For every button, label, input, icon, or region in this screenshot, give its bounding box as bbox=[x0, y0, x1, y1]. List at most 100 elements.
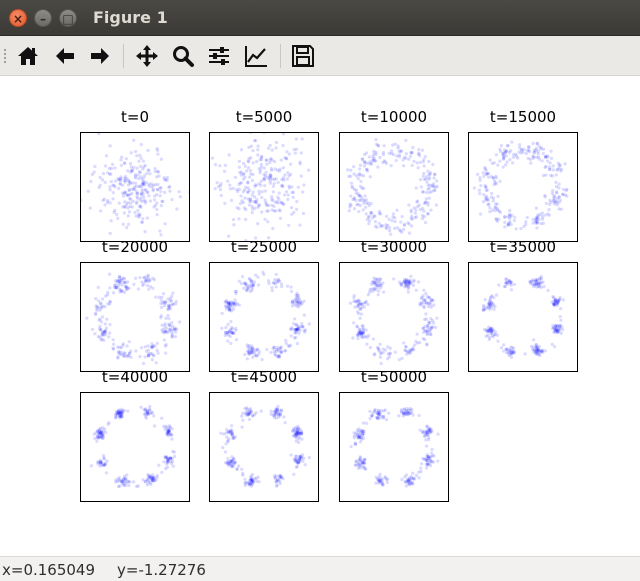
subplot-title: t=20000 bbox=[101, 238, 169, 256]
scatter-point bbox=[297, 325, 301, 329]
scatter-point bbox=[237, 182, 241, 187]
subplot-axes[interactable] bbox=[80, 262, 190, 372]
scatter-point bbox=[166, 297, 170, 301]
scatter-point bbox=[481, 305, 486, 309]
scatter-point bbox=[237, 187, 241, 192]
scatter-point bbox=[125, 344, 129, 348]
scatter-point bbox=[141, 361, 146, 366]
scatter-point bbox=[403, 285, 407, 289]
scatter-point bbox=[224, 431, 229, 435]
scatter-point bbox=[551, 164, 555, 168]
subplot-axes[interactable] bbox=[468, 132, 578, 242]
scatter-point bbox=[246, 409, 251, 413]
scatter-point bbox=[279, 475, 284, 479]
toolbar-grip[interactable] bbox=[3, 48, 7, 64]
scatter-point bbox=[94, 296, 98, 301]
scatter-point bbox=[123, 190, 127, 194]
scatter-point bbox=[378, 224, 383, 229]
scatter-point bbox=[528, 280, 532, 284]
subplot-axes[interactable] bbox=[339, 262, 449, 372]
scatter-point bbox=[145, 171, 149, 175]
scatter-point bbox=[527, 148, 531, 152]
scatter-point bbox=[276, 180, 280, 185]
scatter-point bbox=[369, 161, 374, 166]
close-window-button[interactable]: × bbox=[9, 9, 27, 27]
subplot-axes[interactable] bbox=[80, 392, 190, 502]
scatter-point bbox=[433, 172, 437, 176]
scatter-point bbox=[303, 463, 307, 467]
scatter-point bbox=[229, 459, 233, 463]
scatter-point bbox=[370, 210, 374, 215]
scatter-point bbox=[489, 305, 494, 309]
scatter-point bbox=[250, 207, 255, 211]
scatter-point bbox=[361, 324, 365, 328]
save-button[interactable] bbox=[289, 42, 317, 70]
scatter-point bbox=[99, 434, 104, 438]
scatter-point bbox=[156, 351, 160, 355]
scatter-point bbox=[252, 200, 256, 204]
scatter-point bbox=[274, 410, 278, 414]
subplot-axes[interactable] bbox=[339, 132, 449, 242]
scatter-point bbox=[169, 328, 174, 333]
subplot-axes[interactable] bbox=[209, 132, 319, 242]
scatter-point bbox=[537, 283, 541, 287]
forward-button[interactable] bbox=[86, 42, 114, 70]
scatter-point bbox=[436, 459, 440, 463]
scatter-point bbox=[125, 280, 130, 284]
scatter-point bbox=[250, 346, 255, 350]
scatter-point bbox=[361, 431, 365, 436]
scatter-point bbox=[553, 302, 557, 306]
scatter-point bbox=[233, 298, 237, 302]
scatter-point bbox=[129, 355, 133, 360]
scatter-point bbox=[395, 226, 400, 230]
scatter-point bbox=[101, 331, 105, 335]
scatter-point bbox=[144, 409, 148, 413]
scatter-point bbox=[247, 482, 251, 487]
zoom-button[interactable] bbox=[169, 42, 197, 70]
subplot-axes[interactable] bbox=[468, 262, 578, 372]
scatter-point bbox=[291, 195, 295, 200]
scatter-point bbox=[249, 475, 253, 480]
scatter-point bbox=[249, 280, 254, 284]
scatter-point bbox=[428, 458, 433, 462]
scatter-point bbox=[361, 465, 365, 470]
subplot-axes[interactable] bbox=[209, 262, 319, 372]
scatter-point bbox=[245, 480, 250, 485]
edit-axis-button[interactable] bbox=[242, 42, 270, 70]
scatter-point bbox=[370, 282, 374, 286]
scatter-point bbox=[421, 336, 425, 341]
scatter-point bbox=[297, 432, 301, 436]
pan-button[interactable] bbox=[133, 42, 161, 70]
scatter-point bbox=[141, 195, 146, 199]
scatter-point bbox=[354, 174, 358, 178]
figure-canvas[interactable]: t=0 t=5000 t=10000 t=15000 t=20000 t=25000 t=3… bbox=[0, 77, 640, 555]
back-button[interactable] bbox=[51, 42, 79, 70]
scatter-point bbox=[289, 289, 294, 294]
scatter-point bbox=[226, 304, 230, 309]
configure-subplots-button[interactable] bbox=[205, 42, 233, 70]
home-button[interactable] bbox=[14, 42, 42, 70]
scatter-point bbox=[419, 185, 423, 189]
scatter-point bbox=[406, 221, 410, 225]
scatter-point bbox=[121, 343, 125, 347]
scatter-point bbox=[360, 461, 365, 465]
scatter-point bbox=[254, 201, 259, 205]
scatter-point bbox=[516, 156, 520, 160]
scatter-point bbox=[94, 311, 98, 315]
scatter-point bbox=[125, 193, 129, 197]
subplot-axes[interactable] bbox=[80, 132, 190, 242]
scatter-point bbox=[541, 280, 545, 284]
scatter-point bbox=[139, 142, 143, 147]
scatter-point bbox=[295, 430, 300, 434]
subplot-axes[interactable] bbox=[339, 392, 449, 502]
subplot-axes[interactable] bbox=[209, 392, 319, 502]
scatter-point bbox=[509, 280, 513, 284]
scatter-point bbox=[119, 288, 123, 292]
scatter-point bbox=[275, 409, 279, 413]
maximize-window-button[interactable]: □ bbox=[59, 9, 77, 27]
scatter-point bbox=[148, 475, 152, 479]
scatter-point bbox=[149, 352, 154, 356]
scatter-point bbox=[369, 212, 373, 216]
scatter-point bbox=[117, 287, 122, 291]
minimize-window-button[interactable]: – bbox=[34, 9, 52, 27]
